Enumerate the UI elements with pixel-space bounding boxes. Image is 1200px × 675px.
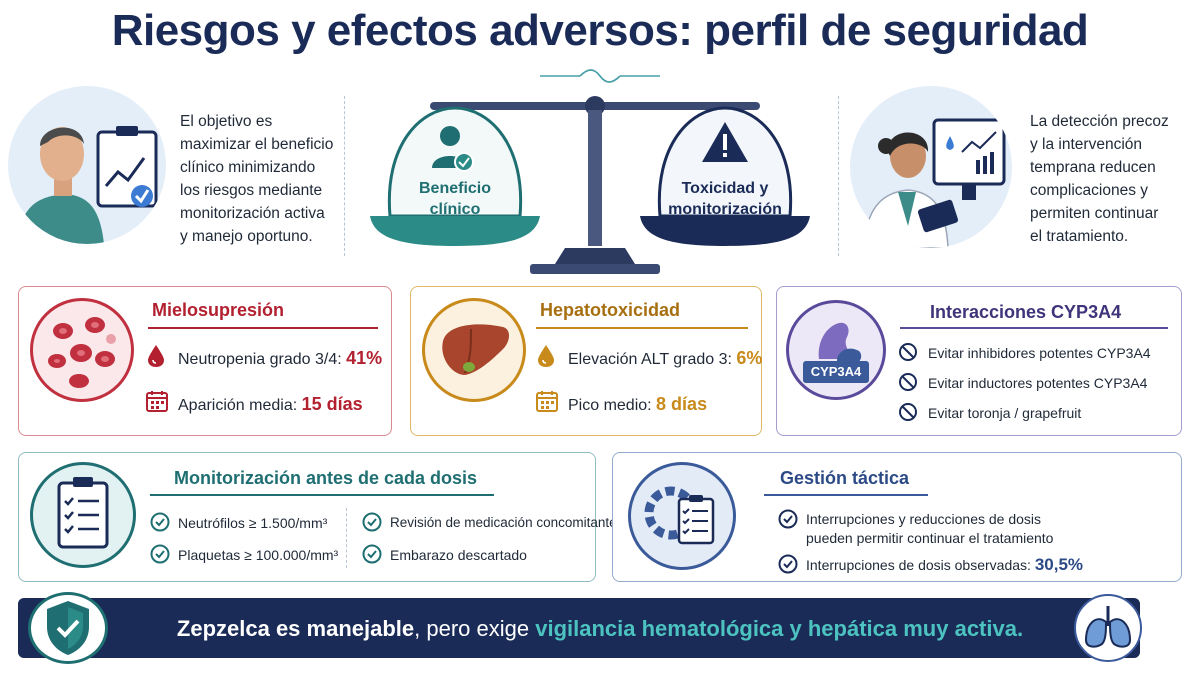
aparicion-label: Aparición media:	[178, 397, 302, 414]
patient-illustration	[8, 86, 166, 244]
drop-icon	[538, 345, 554, 367]
intro-left-line: El objetivo es	[180, 113, 273, 130]
toxicidad-label: Toxicidad y monitorización	[650, 178, 800, 220]
intro-right-line: complicaciones y	[1030, 182, 1149, 199]
cyp-item: Evitar toronja / grapefruit	[928, 405, 1082, 421]
title-underline	[150, 494, 494, 496]
intro-right-text: La detección precoz y la intervención te…	[1030, 110, 1169, 248]
monitor-item: Plaquetas ≥ 100.000/mm³	[178, 547, 339, 563]
cyp3a4-badge: CYP3A4	[810, 364, 862, 379]
intro-right-line: el tratamiento.	[1030, 228, 1129, 245]
hepatotoxicidad-title: Hepatotoxicidad	[540, 300, 681, 320]
gestion-item-2-value: 30,5%	[1034, 555, 1084, 574]
aparicion-value: 15 días	[301, 394, 363, 414]
title-underline	[764, 494, 928, 496]
check-circle-icon	[362, 544, 382, 564]
conclusion-part1: Zepzelca es manejable	[176, 616, 415, 641]
cyp-item: Evitar inhibidores potentes CYP3A4	[928, 345, 1151, 361]
intro-right-line: permiten continuar	[1030, 205, 1159, 222]
checklist-icon	[30, 462, 136, 568]
prohibited-icon	[899, 343, 917, 361]
check-circle-icon	[362, 512, 382, 532]
lungs-icon	[1074, 594, 1142, 662]
alt-row: Elevación ALT grado 3: 6%	[568, 348, 762, 369]
check-circle-icon	[778, 509, 798, 529]
balance-scale-illustration	[370, 96, 810, 274]
intro-left-line: y manejo oportuno.	[180, 228, 313, 245]
page-title: Riesgos y efectos adversos: perfil de se…	[111, 6, 1089, 55]
check-circle-icon	[150, 544, 170, 564]
gestion-item-2: Interrupciones de dosis observadas: 30,5…	[806, 555, 1083, 575]
neutropenia-label: Neutropenia grado 3/4:	[178, 351, 347, 368]
intro-left-line: los riesgos mediante	[180, 182, 323, 199]
beneficio-label-line: clínico	[429, 201, 481, 218]
doctor-illustration	[850, 86, 1012, 248]
calendar-icon	[536, 391, 558, 412]
title-underline	[900, 327, 1168, 329]
toxicidad-label-line: monitorización	[668, 201, 782, 218]
blood-cells-icon	[30, 298, 134, 402]
monitor-item: Embarazo descartado	[390, 547, 527, 563]
monitor-item: Neutrófilos ≥ 1.500/mm³	[178, 515, 328, 531]
gestion-item-1: Interrupciones y reducciones de dosis pu…	[806, 510, 1053, 548]
conclusion-text: Zepzelca es manejable, pero exige vigila…	[160, 616, 1040, 642]
title-underline	[148, 327, 378, 329]
pico-label: Pico medio:	[568, 397, 657, 414]
gestion-item-1-line: pueden permitir continuar el tratamiento	[806, 530, 1054, 546]
conclusion-banner	[18, 598, 1140, 658]
aparicion-row: Aparición media: 15 días	[178, 394, 363, 415]
conclusion-part2: , pero exige	[414, 616, 536, 641]
check-circle-icon	[778, 554, 798, 574]
intro-left-line: clínico minimizando	[180, 159, 316, 176]
pico-row: Pico medio: 8 días	[568, 394, 707, 415]
conclusion-part3: vigilancia hematológica y hepática muy a…	[535, 616, 1024, 641]
monitor-item: Revisión de medicación concomitante	[390, 515, 617, 530]
intro-left-text: El objetivo es maximizar el beneficio cl…	[180, 110, 333, 248]
toxicidad-label-line: Toxicidad y	[681, 180, 769, 197]
intro-left-line: maximizar el beneficio	[180, 136, 334, 153]
liver-icon	[422, 298, 526, 402]
divider	[344, 96, 345, 256]
divider	[838, 96, 839, 256]
neutropenia-row: Neutropenia grado 3/4: 41%	[178, 348, 382, 369]
intro-right-line: temprana reducen	[1030, 159, 1156, 176]
gestion-title: Gestión táctica	[780, 468, 910, 488]
beneficio-label: Beneficio clínico	[380, 178, 530, 220]
divider	[346, 508, 347, 568]
title-ornament	[540, 69, 660, 83]
cyp3a4-title: Interacciones CYP3A4	[930, 302, 1122, 322]
alt-value: 6%	[736, 348, 763, 368]
mielosupresion-title: Mielosupresión	[152, 300, 285, 320]
cyp-item: Evitar inductores potentes CYP3A4	[928, 375, 1148, 391]
gestion-item-2-label: Interrupciones de dosis observadas:	[806, 557, 1035, 573]
intro-right-line: y la intervención	[1030, 136, 1143, 153]
calendar-icon	[146, 391, 168, 412]
pico-value: 8 días	[656, 394, 708, 414]
gestion-item-1-line: Interrupciones y reducciones de dosis	[806, 511, 1042, 527]
blood-drop-icon	[148, 345, 164, 367]
intro-left-line: monitorización activa	[180, 205, 325, 222]
enzyme-icon	[786, 300, 886, 400]
shield-badge	[28, 592, 108, 664]
prohibited-icon	[899, 373, 917, 391]
neutropenia-value: 41%	[346, 348, 383, 368]
monitorizacion-title: Monitorización antes de cada dosis	[174, 468, 478, 488]
title-underline	[536, 327, 748, 329]
alt-label: Elevación ALT grado 3:	[568, 351, 737, 368]
prohibited-icon	[899, 403, 917, 421]
check-circle-icon	[150, 512, 170, 532]
intro-right-line: La detección precoz	[1030, 113, 1169, 130]
gear-checklist-icon	[628, 462, 736, 570]
beneficio-label-line: Beneficio	[418, 180, 491, 197]
